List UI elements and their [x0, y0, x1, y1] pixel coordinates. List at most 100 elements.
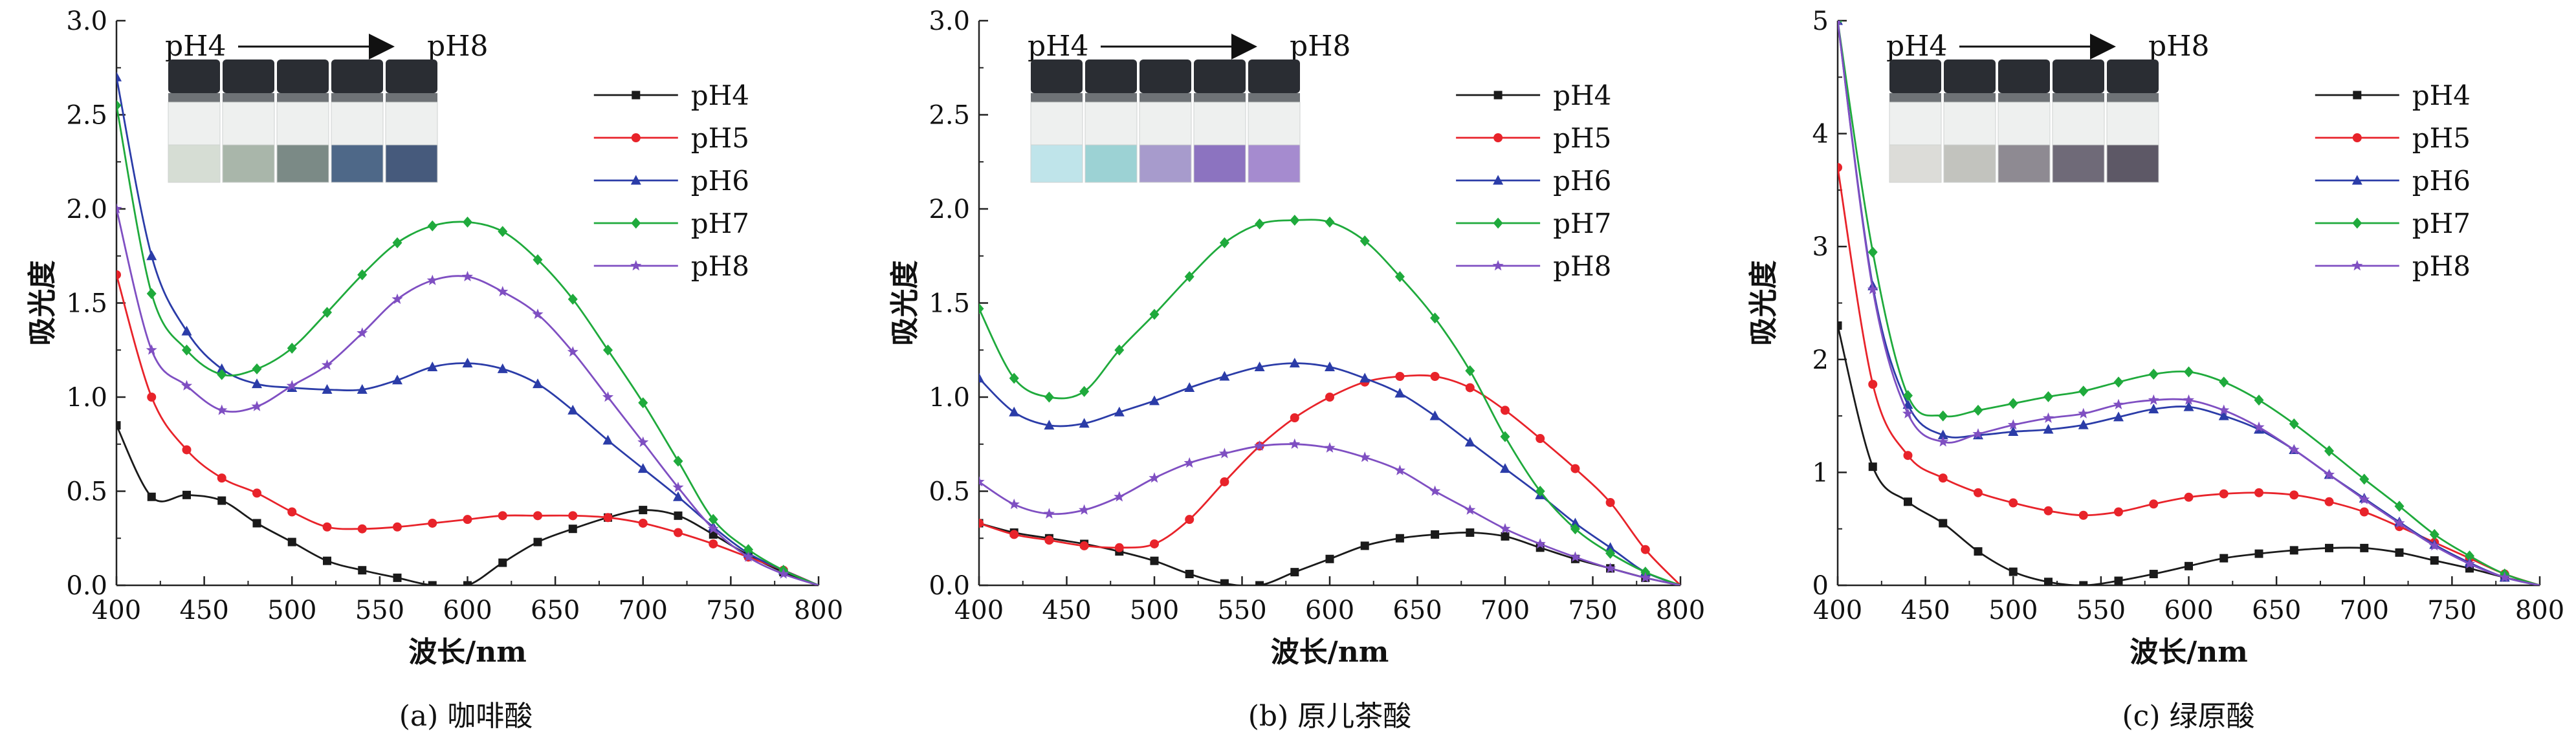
- series-pH7: [1838, 21, 2540, 585]
- data-point: [1289, 438, 1301, 449]
- inset-label-right: pH8: [427, 30, 489, 63]
- data-point: [1838, 162, 1842, 172]
- data-point: [428, 581, 437, 585]
- vial-solution: [1889, 144, 1942, 183]
- data-point: [322, 307, 332, 318]
- data-point: [497, 286, 509, 297]
- data-point: [2219, 376, 2229, 388]
- data-point: [1395, 534, 1404, 543]
- x-tick-label: 450: [1900, 596, 1950, 625]
- data-point: [2148, 394, 2159, 405]
- data-point: [2183, 394, 2195, 405]
- data-point: [116, 203, 122, 214]
- vial-neck: [168, 93, 220, 102]
- data-point: [709, 539, 718, 548]
- vial-cap: [277, 60, 329, 93]
- y-tick-label: 1.0: [66, 383, 107, 413]
- data-point: [673, 491, 683, 501]
- data-point: [2219, 489, 2229, 499]
- vial-solution: [1139, 144, 1192, 183]
- data-point: [1430, 371, 1440, 381]
- data-point: [638, 397, 648, 409]
- vial-cap: [2107, 60, 2159, 93]
- data-point: [533, 537, 542, 547]
- data-point: [2289, 418, 2299, 429]
- inset-label-left: pH4: [1028, 30, 1089, 63]
- data-point: [603, 513, 613, 523]
- data-point: [1360, 235, 1370, 246]
- legend-marker: [631, 217, 641, 229]
- data-point: [392, 374, 402, 385]
- data-point: [1431, 530, 1440, 539]
- data-point: [1325, 554, 1334, 563]
- data-point: [567, 294, 578, 305]
- data-point: [567, 346, 578, 357]
- data-point: [427, 220, 437, 232]
- y-tick-label: 0.5: [66, 477, 107, 507]
- data-point: [147, 492, 156, 501]
- vial: [1139, 60, 1192, 183]
- data-point: [1466, 528, 1475, 537]
- vial: [1084, 60, 1138, 183]
- x-tick-label: 400: [954, 596, 1004, 625]
- x-tick-label: 550: [2076, 596, 2126, 625]
- x-tick-label: 800: [2515, 596, 2564, 625]
- vial-neck: [2053, 93, 2104, 102]
- data-point: [322, 384, 333, 394]
- data-point: [461, 270, 474, 281]
- legend-label: pH5: [2412, 122, 2471, 154]
- data-point: [1079, 385, 1090, 397]
- vial-solution: [2106, 144, 2159, 183]
- data-point: [1464, 437, 1475, 447]
- data-point: [2184, 492, 2194, 502]
- x-axis-title: 波长/nm: [408, 636, 527, 669]
- data-point: [252, 363, 262, 374]
- vial-cap: [331, 60, 383, 93]
- data-point: [322, 522, 332, 532]
- data-point: [567, 404, 578, 415]
- data-point: [1974, 488, 1983, 497]
- x-axis-title: 波长/nm: [1271, 636, 1389, 669]
- vial-cap: [1889, 60, 1941, 93]
- data-point: [2254, 488, 2263, 497]
- vial: [331, 60, 384, 183]
- data-point: [357, 524, 367, 534]
- data-point: [146, 344, 157, 355]
- data-point: [287, 537, 296, 547]
- data-point: [1902, 407, 1914, 418]
- data-point: [323, 556, 331, 565]
- data-point: [1938, 473, 1948, 483]
- data-point: [2078, 419, 2089, 429]
- inset-label-right: pH8: [2148, 30, 2210, 63]
- vial-glass: [1943, 102, 1996, 151]
- x-tick-label: 450: [179, 596, 228, 625]
- data-point: [2149, 499, 2159, 509]
- data-point: [182, 490, 191, 499]
- data-point: [2359, 493, 2370, 504]
- data-point: [1430, 312, 1440, 324]
- data-point: [1973, 404, 1983, 416]
- legend-label: pH4: [2412, 80, 2471, 111]
- x-tick-label: 550: [355, 596, 404, 625]
- data-point: [2323, 468, 2335, 480]
- vial-solution: [1084, 144, 1138, 183]
- vial-neck: [1085, 93, 1137, 102]
- data-point: [1325, 361, 1335, 371]
- legend-marker: [2352, 217, 2362, 229]
- data-point: [2113, 376, 2124, 388]
- data-point: [708, 514, 718, 525]
- vial-solution: [222, 144, 275, 183]
- y-tick-label: 3: [1812, 232, 1829, 262]
- data-point: [1044, 420, 1055, 430]
- data-point: [357, 327, 368, 338]
- vial-neck: [2107, 93, 2159, 102]
- vial-neck: [1944, 93, 1996, 102]
- data-point: [1325, 393, 1334, 402]
- data-point: [2008, 426, 2019, 437]
- data-point: [1903, 451, 1913, 460]
- vial-cap: [1998, 60, 2050, 93]
- legend-label: pH5: [691, 122, 749, 154]
- data-point: [674, 511, 683, 520]
- y-tick-label: 2.0: [929, 195, 970, 224]
